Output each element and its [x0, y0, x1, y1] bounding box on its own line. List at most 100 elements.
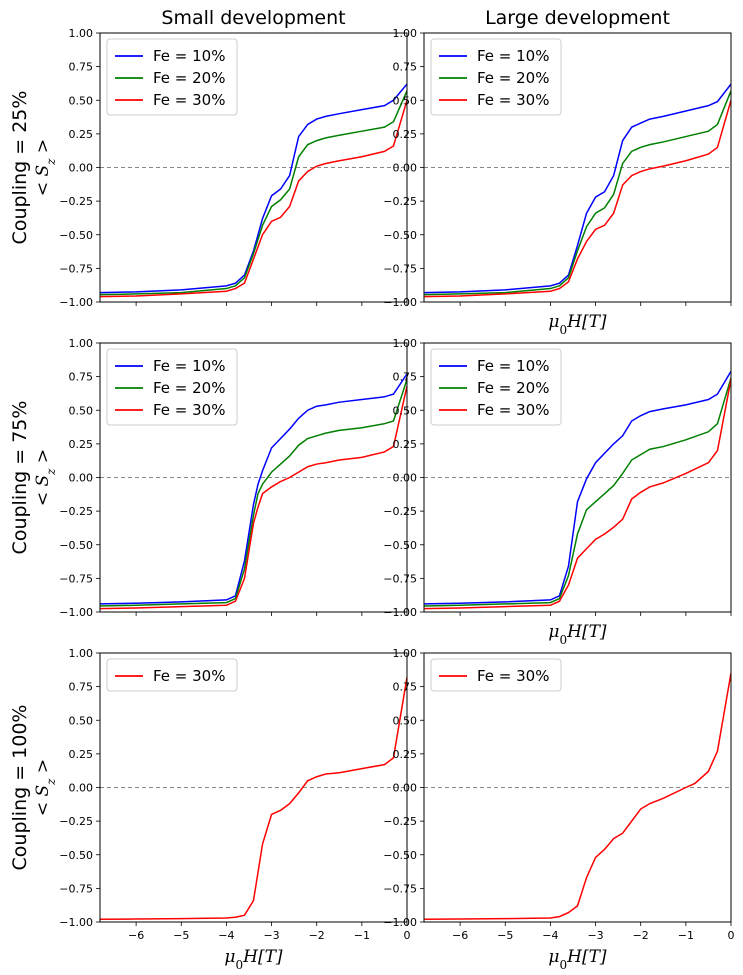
series-line-fe-30-: [100, 100, 407, 298]
y-tick-label: −0.50: [59, 229, 93, 242]
legend-entry: Fe = 30%: [477, 667, 549, 685]
y-tick-label: 0.50: [393, 404, 418, 417]
y-tick-label: −0.75: [383, 572, 417, 585]
y-tick-label: 1.00: [69, 27, 94, 40]
x-tick-label: −1: [678, 929, 694, 942]
y-tick-label: 1.00: [393, 337, 418, 350]
x-tick-label: −4: [542, 929, 558, 942]
legend-entry: Fe = 30%: [477, 91, 549, 109]
x-tick-label: −2: [309, 929, 325, 942]
panel-3: −1.00 −0.75 −0.50 −0.25 0.00 0.25 0.50 0.75 1.00…: [383, 337, 732, 647]
axes-frame: [99, 342, 408, 613]
legend-entry: Fe = 20%: [477, 69, 549, 87]
y-tick-label: 0.00: [69, 782, 94, 795]
series-line-fe-10-: [100, 83, 407, 294]
y-tick-label: −1.00: [59, 296, 93, 309]
y-tick-label: −0.25: [383, 195, 417, 208]
legend: Fe = 10% Fe = 20% Fe = 30%: [106, 348, 238, 426]
y-tick-label: −1.00: [59, 916, 93, 929]
legend-box: [430, 348, 562, 426]
series-line-fe-30-: [100, 385, 407, 610]
series-line-fe-20-: [100, 90, 407, 296]
legend-entry: Fe = 30%: [477, 401, 549, 419]
row-label-0: Coupling = 25%: [9, 91, 31, 245]
legend: Fe = 10% Fe = 20% Fe = 30%: [430, 38, 562, 116]
y-tick-label: 0.25: [393, 748, 418, 761]
legend-entry: Fe = 20%: [153, 69, 225, 87]
x-axis-label: μ0H[T]: [548, 312, 606, 337]
y-axis-label: < Sz >: [33, 139, 58, 196]
x-tick-label: −5: [497, 929, 513, 942]
series-line-fe-30-: [424, 100, 731, 298]
column-title-1: Large development: [485, 7, 670, 29]
series-line-fe-20-: [424, 377, 731, 607]
y-tick-label: −0.50: [383, 229, 417, 242]
x-tick-label: −3: [587, 929, 603, 942]
legend-entry: Fe = 10%: [477, 357, 549, 375]
y-tick-label: −0.25: [59, 505, 93, 518]
y-tick-label: −0.50: [383, 539, 417, 552]
x-tick-label: 0: [404, 929, 411, 942]
y-tick-label: −0.50: [59, 849, 93, 862]
y-tick-label: 0.25: [69, 748, 94, 761]
y-tick-label: 0.50: [69, 714, 94, 727]
y-tick-label: 0.75: [69, 681, 94, 694]
y-tick-label: 0.25: [69, 128, 94, 141]
y-axis-label: < Sz >: [33, 759, 58, 816]
y-tick-label: 0.00: [393, 162, 418, 175]
y-tick-label: 0.00: [69, 472, 94, 485]
y-tick-label: −0.75: [59, 262, 93, 275]
legend-entry: Fe = 10%: [153, 47, 225, 65]
legend-entry: Fe = 10%: [477, 47, 549, 65]
x-tick-label: −2: [633, 929, 649, 942]
panel-0: −1.00 −0.75 −0.50 −0.25 0.00 0.25 0.50 0.75 1.00…: [59, 27, 408, 309]
series-line-fe-20-: [100, 379, 407, 607]
y-tick-label: 0.50: [69, 94, 94, 107]
y-tick-label: 0.75: [393, 371, 418, 384]
x-tick-label: −6: [128, 929, 144, 942]
y-tick-label: 0.50: [69, 404, 94, 417]
y-tick-label: −0.75: [59, 572, 93, 585]
legend-entry: Fe = 10%: [153, 357, 225, 375]
y-tick-label: −1.00: [59, 606, 93, 619]
y-tick-label: −0.25: [383, 505, 417, 518]
panel-4: −1.00 −0.75 −0.50 −0.25 0.00 0.25 0.50 0.75 1.00…: [59, 647, 410, 972]
legend: Fe = 10% Fe = 20% Fe = 30%: [430, 348, 562, 426]
legend-box: [106, 38, 238, 116]
y-tick-label: −0.75: [383, 262, 417, 275]
series-line-fe-30-: [424, 379, 731, 610]
y-tick-label: 0.00: [393, 472, 418, 485]
y-tick-label: −1.00: [383, 296, 417, 309]
series-line-fe-30-: [424, 673, 731, 921]
y-tick-label: −0.50: [383, 849, 417, 862]
y-tick-label: 0.50: [393, 94, 418, 107]
series-line-fe-10-: [424, 83, 731, 294]
series-line-fe-20-: [424, 90, 731, 296]
legend-entry: Fe = 30%: [153, 667, 225, 685]
y-tick-label: −0.25: [59, 815, 93, 828]
panel-5: −1.00 −0.75 −0.50 −0.25 0.00 0.25 0.50 0.75 1.00…: [383, 647, 734, 972]
y-tick-label: −0.75: [59, 882, 93, 895]
y-tick-label: −1.00: [383, 606, 417, 619]
y-tick-label: −1.00: [383, 916, 417, 929]
y-tick-label: 0.00: [69, 162, 94, 175]
legend-box: [430, 658, 562, 692]
y-tick-label: 0.75: [393, 61, 418, 74]
legend-entry: Fe = 20%: [153, 379, 225, 397]
legend-box: [106, 348, 238, 426]
x-tick-label: −3: [263, 929, 279, 942]
y-tick-label: −0.25: [59, 195, 93, 208]
row-label-2: Coupling = 100%: [9, 705, 31, 871]
y-tick-label: 0.75: [393, 681, 418, 694]
y-tick-label: 0.25: [393, 128, 418, 141]
y-tick-label: 1.00: [393, 647, 418, 660]
y-tick-label: 0.75: [69, 61, 94, 74]
legend-box: [106, 658, 238, 692]
series-line-fe-10-: [424, 370, 731, 605]
y-tick-label: 0.00: [393, 782, 418, 795]
y-tick-label: 1.00: [69, 337, 94, 350]
legend-entry: Fe = 30%: [153, 91, 225, 109]
legend: Fe = 30%: [106, 658, 238, 692]
x-tick-label: −1: [354, 929, 370, 942]
